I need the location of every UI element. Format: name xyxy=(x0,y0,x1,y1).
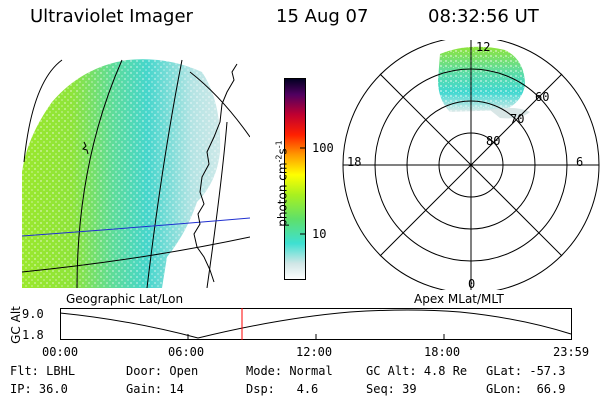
mlt-0: 0 xyxy=(468,277,476,291)
info-flt: Flt: LBHL xyxy=(10,364,76,378)
mlt-6: 6 xyxy=(576,155,584,169)
info-dsp: Dsp: 4.6 xyxy=(246,382,319,396)
alt-ylabel: GC Alt xyxy=(9,306,23,344)
mlat-70: 70 xyxy=(510,112,525,126)
info-seq: Seq: 39 xyxy=(366,382,417,396)
mlat-80: 80 xyxy=(486,134,501,148)
alt-xtick-0000: 00:00 xyxy=(42,345,79,359)
info-ip: IP: 36.0 xyxy=(10,382,68,396)
info-gc-alt: GC Alt: 4.8 Re xyxy=(366,364,468,378)
alt-xtick-2359: 23:59 xyxy=(553,345,590,359)
geo-caption: Geographic Lat/Lon xyxy=(66,292,184,306)
polar-caption: Apex MLat/MLT xyxy=(414,292,504,306)
geographic-image xyxy=(22,59,250,288)
mlat-60: 60 xyxy=(535,90,550,104)
instrument-title: Ultraviolet Imager xyxy=(30,6,193,27)
colorbar-label: photon cm-2s-1 xyxy=(274,140,290,227)
date-label: 15 Aug 07 xyxy=(276,6,369,27)
info-mode: Mode: Normal xyxy=(246,364,333,378)
alt-ytick-min: 1.8 xyxy=(22,328,44,342)
alt-xtick-1200: 12:00 xyxy=(296,345,333,359)
colorbar xyxy=(284,78,306,280)
alt-ytick-max: 9.0 xyxy=(22,307,44,321)
colorbar-tick-10: 10 xyxy=(312,227,327,241)
mlt-18: 18 xyxy=(347,155,362,169)
alt-xtick-0600: 06:00 xyxy=(168,345,205,359)
info-door: Door: Open xyxy=(126,364,199,378)
altitude-plot xyxy=(60,308,572,340)
info-glon: GLon: 66.9 xyxy=(486,382,566,396)
colorbar-tick-100: 100 xyxy=(312,141,334,155)
info-glat: GLat: -57.3 xyxy=(486,364,566,378)
alt-xtick-1800: 18:00 xyxy=(424,345,461,359)
mlt-12: 12 xyxy=(476,40,491,54)
info-gain: Gain: 14 xyxy=(126,382,184,396)
time-label: 08:32:56 UT xyxy=(428,6,539,27)
polar-plot xyxy=(342,40,600,290)
